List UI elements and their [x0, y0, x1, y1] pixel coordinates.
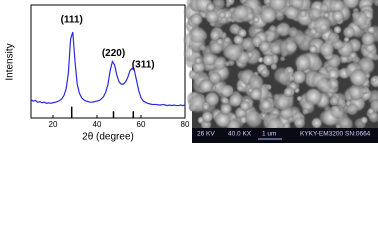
x-axis-label: 2θ (degree) [82, 132, 134, 143]
grain [290, 0, 305, 10]
grain [272, 66, 291, 85]
sem-info-bar [192, 128, 378, 143]
grain [215, 83, 233, 100]
grain [218, 10, 227, 19]
grain [293, 116, 306, 130]
grain [224, 60, 231, 67]
grain [251, 35, 263, 47]
grain [291, 69, 307, 85]
sem-label: SN:0664 [345, 131, 371, 138]
sem-label: 26 KV [197, 131, 215, 138]
grain [204, 9, 220, 25]
grain [345, 102, 359, 116]
grain [343, 36, 350, 43]
grain [319, 3, 330, 13]
grain [259, 67, 271, 79]
grain [223, 36, 232, 44]
grain [225, 1, 232, 8]
grain [372, 0, 378, 7]
grain [348, 68, 368, 88]
grain [219, 95, 228, 105]
grain [194, 56, 203, 65]
grain [213, 110, 232, 129]
grain [247, 87, 254, 94]
grain [215, 37, 224, 47]
grain [222, 42, 243, 63]
grain [342, 25, 356, 40]
grain [232, 3, 250, 21]
grain [274, 11, 286, 22]
grain [237, 28, 248, 38]
sem-label: 1 um [262, 131, 276, 138]
grain [205, 2, 216, 13]
grain [219, 102, 233, 116]
grain [293, 53, 312, 72]
grain [333, 25, 342, 35]
grain [367, 107, 375, 115]
sem-label: KYKY-EM3200 [300, 131, 344, 138]
grain [347, 82, 366, 101]
grain [328, 95, 340, 107]
grain [202, 103, 210, 112]
grain [268, 24, 277, 33]
peak-label: (111) [61, 14, 83, 25]
grain [278, 37, 299, 57]
grain [318, 41, 335, 58]
y-axis-label: Intensity [5, 43, 16, 80]
grain [296, 95, 303, 102]
grain [269, 43, 282, 56]
grain [360, 116, 369, 125]
grain [287, 116, 295, 124]
plot-frame [30, 4, 186, 119]
grain [236, 84, 245, 93]
peak-label: (311) [132, 60, 155, 71]
peak-label: (220) [102, 48, 125, 59]
page: Intensity 2θ (degree) 26 KV 40.0 KX 1 um KY… [4, 0, 378, 143]
grain [319, 22, 329, 32]
grain [331, 9, 345, 23]
grain [259, 6, 278, 25]
sem-label: 40.0 KX [228, 131, 252, 138]
x-tick-label: 20 [49, 120, 58, 129]
xrd-line [30, 31, 186, 107]
x-tick-label: 60 [137, 120, 146, 129]
grain [308, 44, 318, 54]
grain [315, 76, 333, 94]
grain [282, 87, 294, 98]
grain [348, 51, 358, 60]
grain [189, 12, 204, 27]
grain [286, 26, 299, 38]
grain [243, 109, 264, 129]
grain [370, 76, 378, 83]
grain [239, 100, 251, 112]
grain [201, 51, 217, 67]
x-tick-label: 80 [181, 120, 190, 129]
grain [299, 9, 308, 18]
sem-image: 26 KV 40.0 KX 1 um KYKY-EM3200 SN:0664 [182, 0, 378, 143]
figure: Intensity 2θ (degree) 26 KV 40.0 KX 1 um KY… [5, 0, 378, 143]
grain [338, 116, 355, 132]
grain [360, 31, 376, 47]
grain [351, 10, 369, 28]
grain [188, 25, 207, 45]
grain [247, 73, 265, 91]
grain [246, 11, 256, 22]
grain [329, 103, 346, 120]
grain [230, 113, 237, 120]
grain [327, 31, 341, 45]
grain [201, 110, 214, 124]
grain [259, 98, 273, 112]
x-tick-label: 40 [93, 120, 102, 129]
grain [274, 24, 285, 35]
grain [300, 99, 316, 115]
grain [261, 53, 275, 67]
grain [198, 78, 214, 94]
grain [227, 93, 243, 109]
